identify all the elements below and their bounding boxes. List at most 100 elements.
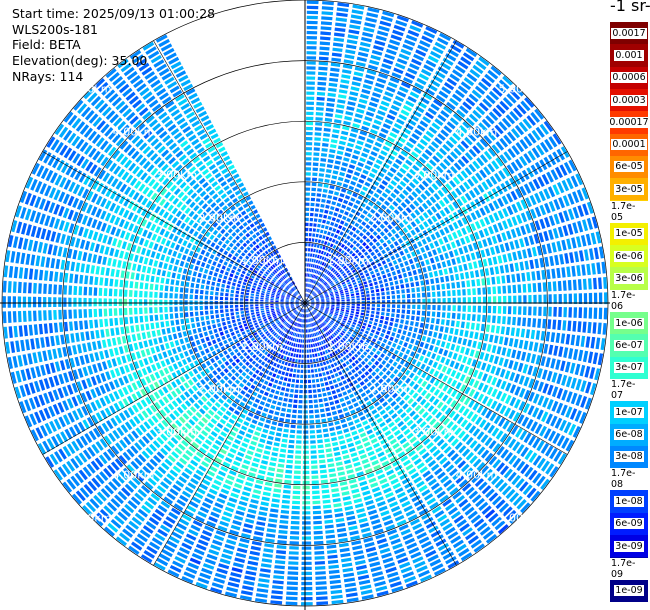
range-gate: [567, 193, 575, 205]
range-gate: [347, 338, 352, 343]
range-gate: [331, 333, 336, 338]
range-gate: [292, 404, 298, 409]
range-gate: [384, 430, 392, 437]
range-gate: [422, 298, 426, 304]
range-gate: [172, 465, 182, 473]
range-gate: [321, 387, 326, 392]
range-gate: [348, 185, 355, 191]
range-gate: [398, 274, 403, 279]
range-gate: [406, 141, 414, 149]
range-gate: [290, 429, 296, 434]
range-gate: [443, 479, 453, 488]
range-gate: [195, 581, 208, 589]
range-gate: [305, 299, 308, 303]
range-gate: [496, 462, 505, 472]
range-gate: [372, 389, 379, 395]
range-gate: [310, 305, 314, 308]
range-gate: [506, 193, 514, 203]
range-gate: [430, 103, 440, 111]
range-gate: [489, 267, 495, 275]
range-gate: [361, 594, 374, 600]
range-gate: [232, 355, 238, 360]
range-gate: [482, 258, 488, 267]
range-gate: [389, 501, 399, 508]
range-gate: [239, 447, 247, 453]
range-gate: [316, 101, 325, 106]
range-gate: [383, 324, 388, 329]
range-gate: [503, 468, 513, 479]
range-gate: [385, 566, 397, 574]
range-gate: [289, 357, 293, 362]
range-gate: [489, 334, 494, 343]
range-gate: [427, 554, 439, 563]
range-gate: [300, 324, 303, 328]
range-gate: [237, 473, 246, 480]
range-gate: [359, 315, 364, 319]
range-gate: [362, 31, 374, 38]
range-gate: [426, 337, 431, 343]
range-gate: [322, 328, 326, 332]
range-gate: [261, 367, 266, 372]
range-gate: [462, 338, 468, 346]
range-gate: [185, 449, 194, 457]
range-gate: [211, 405, 218, 412]
range-gate: [187, 463, 196, 471]
range-gate: [332, 47, 343, 52]
range-gate: [417, 347, 422, 354]
range-gate: [398, 352, 404, 358]
range-gate: [340, 79, 350, 84]
range-gate: [302, 511, 311, 515]
range-gate: [518, 339, 524, 349]
range-gate: [281, 438, 288, 443]
range-gate: [508, 338, 514, 347]
range-gate: [329, 149, 336, 154]
range-gate: [374, 367, 380, 373]
range-gate: [301, 602, 313, 606]
range-gate: [222, 548, 234, 555]
range-gate: [357, 218, 363, 224]
range-gate: [320, 297, 324, 299]
range-gate: [360, 254, 365, 259]
range-gate: [436, 262, 442, 269]
range-gate: [286, 408, 292, 413]
range-gate: [202, 563, 215, 570]
range-gate: [374, 344, 379, 349]
range-gate: [426, 209, 433, 216]
range-gate: [338, 89, 348, 94]
range-gate: [332, 244, 337, 249]
range-gate: [309, 313, 312, 317]
range-gate: [350, 350, 355, 355]
range-gate: [585, 233, 592, 246]
range-gate: [366, 429, 373, 435]
range-gate: [539, 218, 546, 229]
range-gate: [181, 471, 190, 480]
range-gate: [335, 240, 339, 245]
range-gate: [306, 293, 307, 297]
range-gate: [427, 186, 435, 194]
range-gate: [569, 252, 575, 263]
range-gate: [340, 375, 345, 380]
range-gate: [328, 210, 334, 215]
range-gate: [198, 434, 206, 441]
range-gate: [389, 581, 402, 588]
range-gate: [384, 188, 391, 194]
range-gate: [429, 501, 439, 510]
range-gate: [174, 527, 185, 535]
range-gate: [368, 220, 374, 226]
range-gate: [453, 249, 459, 256]
range-gate: [491, 144, 501, 154]
range-gate: [292, 490, 301, 495]
range-gate: [375, 241, 381, 247]
range-gate: [318, 373, 323, 377]
range-gate: [391, 354, 397, 360]
range-gate: [325, 309, 329, 312]
range-gate: [448, 250, 454, 258]
range-gate: [333, 324, 338, 328]
range-gate: [227, 452, 235, 459]
range-gate: [524, 466, 534, 478]
range-gate: [370, 128, 378, 135]
range-gate: [287, 378, 292, 382]
range-gate: [365, 287, 369, 291]
range-gate: [435, 179, 443, 187]
range-gate: [337, 284, 341, 287]
